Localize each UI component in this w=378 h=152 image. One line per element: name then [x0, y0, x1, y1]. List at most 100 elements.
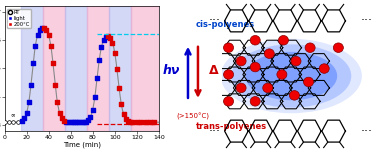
Point [147, 121, 153, 123]
Ellipse shape [245, 52, 337, 100]
Point [101, 39, 107, 41]
Point [98, 46, 104, 48]
Ellipse shape [231, 44, 351, 108]
Point [70, 121, 76, 123]
Point [79, 121, 85, 123]
Point [50, 62, 56, 65]
Text: ···: ··· [360, 125, 372, 138]
Circle shape [250, 97, 260, 106]
Point [83, 121, 89, 123]
Point [39, 26, 45, 29]
Point [46, 34, 52, 36]
Point [68, 121, 74, 123]
Point [15, 121, 21, 123]
Point [28, 83, 34, 86]
Point [48, 45, 54, 47]
Point [112, 51, 118, 54]
Legend: RT, light, 200°C: RT, light, 200°C [7, 9, 31, 28]
Point [68, 121, 74, 123]
Point [94, 77, 100, 79]
Circle shape [333, 43, 343, 52]
Circle shape [250, 35, 260, 45]
Point [72, 121, 78, 123]
Circle shape [304, 77, 314, 87]
Ellipse shape [221, 39, 362, 113]
Bar [109, 6, 131, 131]
Point [19, 119, 25, 122]
Text: Δ: Δ [209, 64, 219, 77]
Text: trans-polyenes: trans-polyenes [196, 122, 267, 131]
Point [116, 87, 122, 89]
Point [43, 29, 50, 31]
Circle shape [264, 49, 274, 58]
Point [107, 37, 113, 39]
Point [34, 34, 40, 36]
Point [134, 121, 140, 123]
Point [54, 101, 60, 104]
Circle shape [290, 91, 299, 100]
Point [65, 121, 71, 123]
Circle shape [236, 56, 246, 66]
Point [123, 117, 129, 120]
Point [151, 121, 157, 123]
Bar [65, 6, 87, 131]
Point [143, 121, 149, 123]
Point [61, 119, 67, 122]
Text: ···: ··· [209, 14, 221, 27]
Point [118, 103, 124, 105]
Circle shape [250, 62, 260, 72]
Point [21, 117, 27, 119]
Circle shape [223, 43, 234, 52]
Point [92, 96, 98, 98]
Point [127, 120, 133, 123]
Point [26, 101, 32, 104]
Point [96, 59, 102, 61]
Point [125, 119, 131, 122]
Point [76, 121, 82, 123]
Point [37, 29, 43, 31]
Bar [21, 6, 43, 131]
Circle shape [291, 56, 301, 66]
Circle shape [319, 64, 329, 73]
Bar [87, 6, 109, 131]
Circle shape [223, 97, 234, 106]
Point [6, 121, 12, 123]
Text: (>150°C): (>150°C) [177, 113, 209, 121]
Bar [43, 6, 65, 131]
Text: $\infty$: $\infty$ [10, 113, 16, 119]
Point [23, 112, 29, 114]
Circle shape [263, 83, 273, 93]
Point [81, 121, 87, 123]
Point [138, 121, 144, 123]
X-axis label: Time (min): Time (min) [63, 141, 101, 148]
Point [63, 121, 69, 123]
Point [105, 35, 111, 37]
Point [59, 117, 65, 119]
Point [87, 116, 93, 118]
Text: hν: hν [163, 64, 180, 77]
Point [110, 42, 116, 44]
Point [41, 26, 47, 29]
Point [114, 67, 120, 70]
Text: ···: ··· [209, 125, 221, 138]
Point [76, 121, 82, 123]
Bar [131, 6, 159, 131]
Text: cis-polyenes: cis-polyenes [196, 20, 255, 29]
Text: ···: ··· [360, 14, 372, 27]
Point [30, 62, 36, 65]
Point [33, 45, 39, 47]
Point [63, 121, 69, 123]
Circle shape [236, 83, 246, 93]
Point [129, 121, 135, 123]
Point [85, 119, 91, 121]
Point [72, 121, 78, 123]
Point [81, 121, 87, 123]
Point [52, 83, 58, 86]
Point [57, 112, 63, 114]
Point [121, 113, 127, 115]
Circle shape [223, 70, 234, 79]
Point [90, 109, 96, 111]
Circle shape [279, 35, 288, 45]
Circle shape [277, 70, 287, 79]
Circle shape [305, 43, 315, 52]
